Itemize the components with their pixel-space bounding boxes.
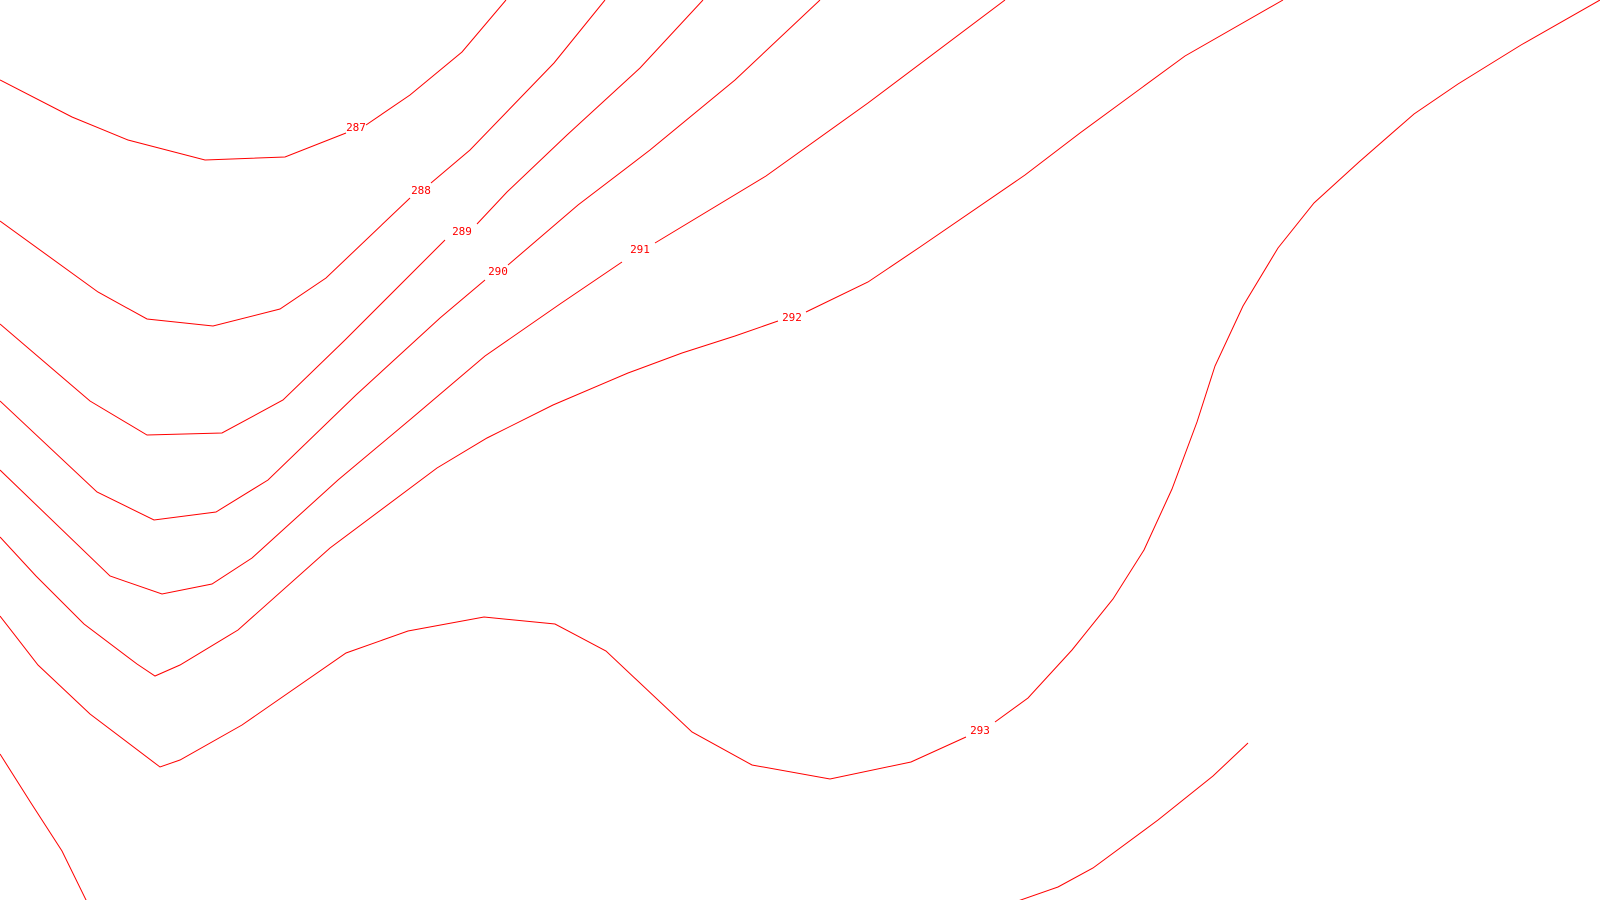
contour-label-292: 292: [782, 311, 802, 324]
contour-line-lower-right: [1019, 742, 1249, 900]
contour-label-287: 287: [346, 121, 366, 134]
contour-line-293: [0, 0, 1600, 780]
contour-label-289: 289: [452, 225, 472, 238]
contour-label-290: 290: [488, 265, 508, 278]
contour-line-lower-left: [0, 753, 87, 900]
contour-line-288: [0, 0, 606, 327]
contour-line-291: [0, 0, 1006, 595]
contour-line-290: [0, 0, 821, 521]
contour-label-288: 288: [411, 184, 431, 197]
contour-label-293: 293: [970, 724, 990, 737]
contour-line-289: [0, 0, 704, 436]
contour-label-291: 291: [630, 243, 650, 256]
contour-line-292: [0, 0, 1284, 677]
contour-line-287: [0, 0, 507, 161]
